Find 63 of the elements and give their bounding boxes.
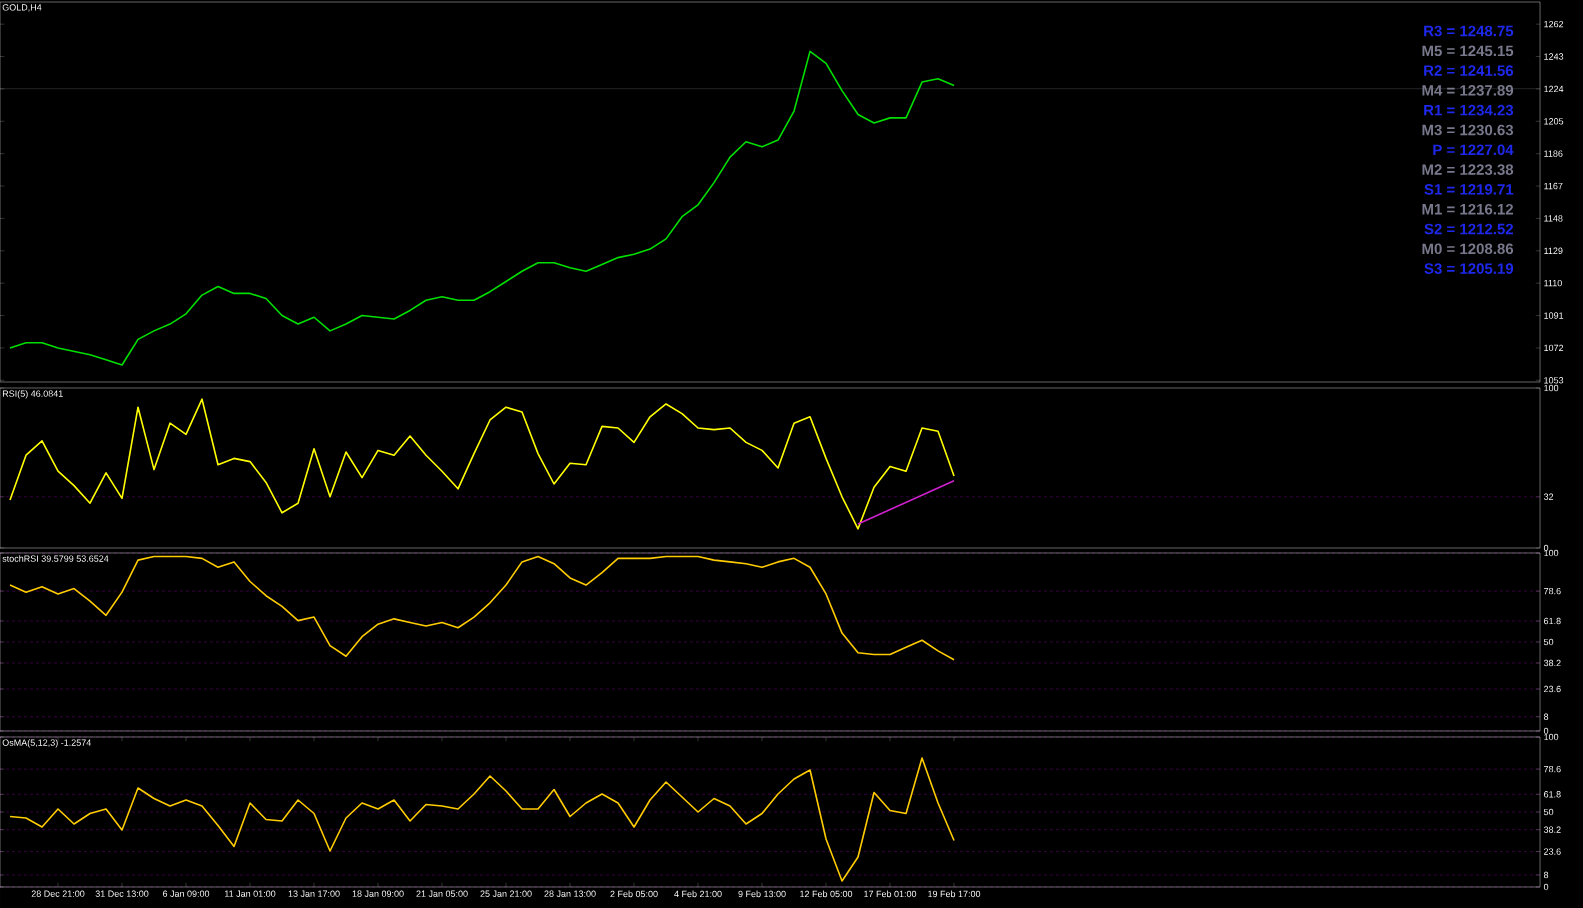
y-tick-label: 78.6: [1544, 765, 1561, 773]
text: R2 = 1241.56: [1424, 65, 1514, 76]
text: R1 = 1234.23: [1424, 104, 1514, 116]
y-tick-label: 100: [1544, 384, 1559, 392]
y-tick-label: 23.6: [1544, 848, 1561, 855]
x-tick-label: 17 Feb 01:00: [864, 890, 917, 898]
y-tick-label: 32: [1543, 493, 1554, 500]
x-tick-label: 11 Jan 01:00: [225, 890, 276, 897]
x-tick-label: 28 Jan 13:00: [544, 890, 596, 897]
text: S2 = 1212.52: [1424, 223, 1514, 235]
y-tick-label: 1148: [1544, 215, 1563, 222]
text: P = 1227.04: [1433, 144, 1514, 156]
chart-title: OsMA(5,12,3) -1.2574: [2, 739, 91, 748]
y-tick-label: 38.2: [1543, 826, 1561, 833]
text: M1 = 1216.12: [1422, 203, 1514, 215]
x-tick-label: 2 Feb 05:00: [610, 890, 658, 898]
y-tick-label: 100: [1544, 549, 1559, 557]
text: R3 = 1248.75: [1424, 25, 1514, 37]
y-tick-label: 0: [1543, 544, 1549, 552]
x-tick-label: 21 Jan 05:00: [416, 890, 468, 897]
y-tick-label: 1224: [1544, 85, 1564, 93]
y-tick-label: 50: [1543, 808, 1554, 816]
y-tick-label: 1091: [1544, 312, 1564, 319]
y-tick-label: 1053: [1544, 377, 1564, 384]
y-tick-label: 1186: [1544, 150, 1563, 157]
y-tick-label: 1167: [1544, 182, 1563, 190]
y-tick-label: 1072: [1544, 344, 1564, 352]
y-tick-label: 1262: [1544, 20, 1564, 28]
text: S1 = 1219.71: [1424, 184, 1514, 195]
y-tick-label: 0: [1543, 883, 1549, 891]
text: M3 = 1230.63: [1422, 124, 1514, 136]
y-tick-label: 38.2: [1543, 659, 1561, 667]
x-tick-label: 31 Dec 13:00: [95, 890, 149, 897]
y-tick-label: 50: [1543, 638, 1554, 646]
y-tick-label: 23.6: [1544, 685, 1561, 693]
y-tick-label: 61.8: [1544, 791, 1561, 798]
text: M5 = 1245.15: [1422, 45, 1514, 57]
chart-title: stochRSI 39.5799 53.6524: [2, 555, 109, 562]
y-tick-label: 1243: [1544, 53, 1564, 60]
x-tick-label: 28 Dec 21:00: [31, 890, 85, 897]
y-tick-label: 100: [1544, 733, 1559, 741]
y-tick-label: 61.8: [1544, 617, 1561, 625]
x-tick-label: 19 Feb 17:00: [928, 890, 981, 898]
x-tick-label: 9 Feb 13:00: [738, 890, 786, 898]
x-tick-label: 25 Jan 21:00: [480, 890, 532, 897]
y-tick-label: 8: [1543, 713, 1549, 720]
text: M0 = 1208.86: [1422, 243, 1514, 255]
chart-title: GOLD,H4: [2, 4, 42, 12]
chart-title: RSI(5) 46.0841: [2, 390, 63, 399]
x-tick-label: 13 Jan 17:00: [288, 890, 340, 897]
x-tick-label: 6 Jan 09:00: [162, 890, 210, 897]
y-tick-label: 1205: [1544, 118, 1564, 125]
x-tick-label: 18 Jan 09:00: [352, 890, 404, 897]
y-tick-label: 1110: [1544, 279, 1562, 287]
y-tick-label: 1129: [1544, 247, 1563, 254]
x-tick-label: 12 Feb 05:00: [800, 890, 853, 898]
y-tick-label: 0: [1543, 727, 1549, 735]
x-tick-label: 4 Feb 21:00: [674, 890, 722, 898]
text: M2 = 1223.38: [1422, 164, 1514, 175]
text: S3 = 1205.19: [1424, 263, 1514, 274]
text: M4 = 1237.89: [1422, 85, 1514, 96]
y-tick-label: 78.6: [1544, 587, 1561, 595]
y-tick-label: 8: [1543, 871, 1549, 879]
